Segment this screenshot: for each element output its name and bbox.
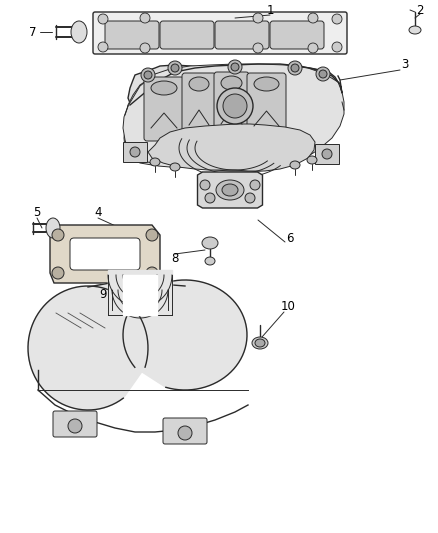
- Text: 7: 7: [29, 26, 37, 38]
- Ellipse shape: [170, 163, 180, 171]
- Ellipse shape: [68, 419, 82, 433]
- Polygon shape: [148, 124, 315, 171]
- Text: 3: 3: [401, 59, 409, 71]
- Ellipse shape: [46, 218, 60, 238]
- Ellipse shape: [288, 61, 302, 75]
- Ellipse shape: [290, 161, 300, 169]
- Text: 10: 10: [281, 301, 296, 313]
- FancyBboxPatch shape: [93, 12, 347, 54]
- Ellipse shape: [98, 14, 108, 24]
- Ellipse shape: [322, 149, 332, 159]
- Polygon shape: [123, 280, 247, 390]
- Ellipse shape: [146, 267, 158, 279]
- Ellipse shape: [141, 68, 155, 82]
- Ellipse shape: [216, 180, 244, 200]
- Polygon shape: [123, 275, 157, 315]
- Polygon shape: [28, 286, 148, 410]
- Ellipse shape: [140, 13, 150, 23]
- Ellipse shape: [144, 71, 152, 79]
- Polygon shape: [315, 144, 339, 164]
- Ellipse shape: [150, 158, 160, 166]
- FancyBboxPatch shape: [53, 411, 97, 437]
- Polygon shape: [124, 65, 342, 170]
- Ellipse shape: [130, 147, 140, 157]
- Ellipse shape: [140, 43, 150, 53]
- Ellipse shape: [223, 94, 247, 118]
- Ellipse shape: [98, 42, 108, 52]
- Ellipse shape: [151, 81, 177, 95]
- FancyBboxPatch shape: [144, 77, 184, 141]
- Ellipse shape: [409, 26, 421, 34]
- FancyBboxPatch shape: [215, 21, 269, 49]
- Polygon shape: [95, 14, 345, 52]
- Ellipse shape: [202, 237, 218, 249]
- Text: 5: 5: [33, 206, 41, 220]
- Ellipse shape: [332, 42, 342, 52]
- Text: 1: 1: [266, 4, 274, 17]
- Ellipse shape: [307, 156, 317, 164]
- Ellipse shape: [291, 64, 299, 72]
- Ellipse shape: [52, 267, 64, 279]
- FancyBboxPatch shape: [270, 21, 324, 49]
- Ellipse shape: [168, 61, 182, 75]
- Ellipse shape: [250, 180, 260, 190]
- FancyBboxPatch shape: [214, 72, 249, 137]
- Ellipse shape: [200, 180, 210, 190]
- Ellipse shape: [146, 229, 158, 241]
- Text: 2: 2: [416, 4, 424, 17]
- Ellipse shape: [308, 13, 318, 23]
- Ellipse shape: [71, 21, 87, 43]
- Ellipse shape: [254, 77, 279, 91]
- FancyBboxPatch shape: [70, 238, 140, 270]
- Ellipse shape: [245, 193, 255, 203]
- Ellipse shape: [171, 64, 179, 72]
- Ellipse shape: [178, 426, 192, 440]
- Polygon shape: [88, 281, 185, 370]
- Ellipse shape: [253, 13, 263, 23]
- Text: 8: 8: [171, 252, 179, 264]
- Ellipse shape: [205, 193, 215, 203]
- Polygon shape: [72, 239, 138, 269]
- FancyBboxPatch shape: [160, 21, 214, 49]
- FancyBboxPatch shape: [105, 21, 159, 49]
- Ellipse shape: [253, 43, 263, 53]
- Polygon shape: [198, 172, 262, 208]
- Ellipse shape: [231, 63, 239, 71]
- Ellipse shape: [217, 88, 253, 124]
- Text: 6: 6: [286, 231, 294, 245]
- Polygon shape: [123, 64, 344, 171]
- Ellipse shape: [205, 257, 215, 265]
- Ellipse shape: [255, 339, 265, 347]
- Ellipse shape: [316, 67, 330, 81]
- Ellipse shape: [252, 337, 268, 349]
- Ellipse shape: [222, 184, 238, 196]
- Ellipse shape: [189, 77, 209, 91]
- Ellipse shape: [319, 70, 327, 78]
- Polygon shape: [123, 142, 147, 162]
- Ellipse shape: [332, 14, 342, 24]
- Polygon shape: [128, 65, 340, 122]
- Polygon shape: [108, 270, 172, 312]
- Polygon shape: [50, 225, 160, 283]
- Ellipse shape: [308, 43, 318, 53]
- Ellipse shape: [221, 76, 242, 90]
- FancyBboxPatch shape: [163, 418, 207, 444]
- Ellipse shape: [228, 60, 242, 74]
- Text: 9: 9: [99, 288, 107, 302]
- FancyBboxPatch shape: [247, 73, 286, 139]
- FancyBboxPatch shape: [182, 73, 216, 138]
- Text: 4: 4: [94, 206, 102, 219]
- Ellipse shape: [52, 229, 64, 241]
